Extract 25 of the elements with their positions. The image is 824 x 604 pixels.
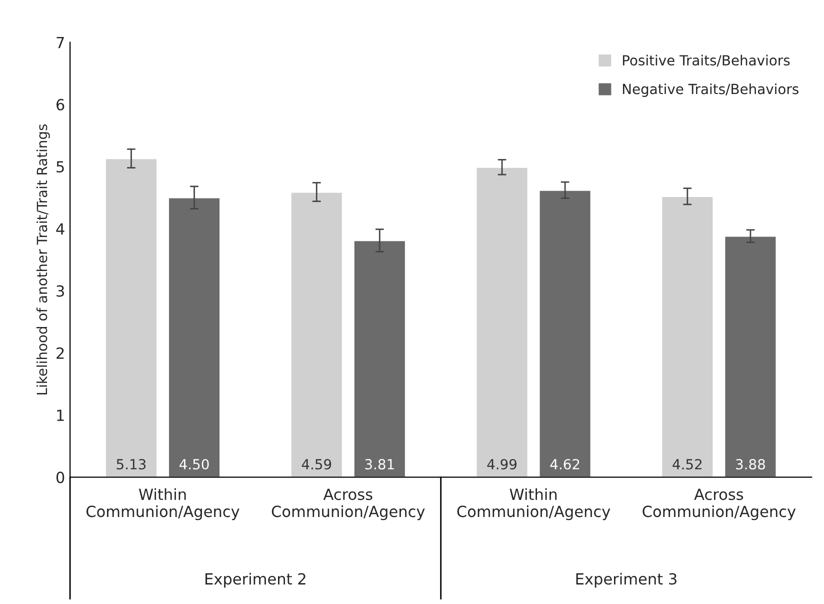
data-label: 5.13: [116, 458, 146, 470]
legend-label: Negative Traits/Behaviors: [622, 84, 798, 97]
data-label: 4.50: [179, 458, 209, 470]
y-tick-label: 0: [56, 472, 64, 484]
data-label: 4.62: [550, 458, 580, 470]
data-label: 4.52: [672, 458, 702, 470]
x-tick-label: Within Communion/Agency: [457, 488, 610, 520]
y-tick-label: 3: [56, 285, 64, 297]
y-tick-label: 2: [56, 347, 64, 359]
y-axis-title: Likelihood of another Trait/Trait Ratings: [36, 124, 50, 394]
data-label: 4.59: [302, 458, 332, 470]
x-tick-label: Across Communion/Agency: [272, 488, 425, 520]
text: Experiment 3: [576, 572, 676, 588]
y-tick-label: 7: [56, 36, 64, 48]
y-tick-label: 5: [56, 161, 64, 173]
y-tick-label: 1: [57, 410, 64, 421]
x-tick-label: Across Communion/Agency: [642, 488, 796, 520]
y-tick-label: 4: [56, 223, 64, 234]
text: Experiment 2: [206, 572, 306, 588]
data-label: 4.99: [487, 458, 517, 470]
x-tick-label: Within Communion/Agency: [86, 488, 240, 520]
legend-label: Positive Traits/Behaviors: [622, 54, 790, 67]
data-label: 3.88: [736, 458, 765, 470]
data-label: 3.81: [365, 458, 394, 470]
y-tick-label: 6: [56, 98, 64, 110]
